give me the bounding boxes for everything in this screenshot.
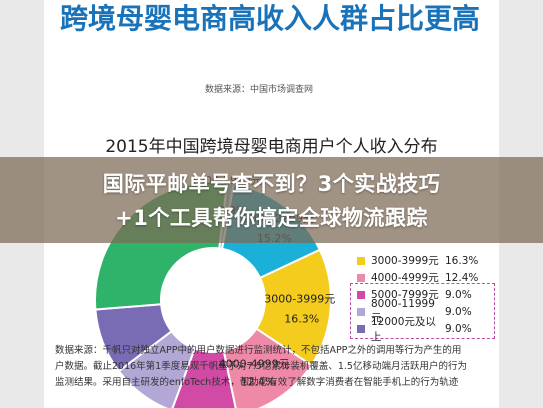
footnote-line: 户数据。截止2016年第1季度易观千帆基于对7.5亿累计装机覆盖、1.5亿移动端…	[55, 361, 467, 372]
slice-label: 12.4%	[241, 375, 276, 388]
headline: 跨境母婴电商高收入人群占比更高	[60, 2, 481, 35]
legend-value: 9.0%	[445, 288, 472, 301]
donut-slice	[254, 248, 332, 367]
footnote-line: 监测结果。采用自主研发的enfoTech技术，帮助您有效了解数字消费者在智能手机…	[55, 377, 459, 388]
chart-title: 2015年中国跨境母婴电商用户个人收入分布	[105, 137, 438, 157]
legend-label: 5000-7999元	[371, 289, 439, 301]
donut-slice	[222, 327, 313, 408]
donut-slice	[171, 347, 237, 408]
legend-value: 12.4%	[445, 271, 479, 284]
source-note: 数据来源：中国市场调查网	[205, 85, 314, 95]
legend-item: 8000-11999元 9.0%	[357, 298, 497, 324]
legend-value: 9.0%	[445, 322, 472, 335]
headline-overlay	[0, 157, 543, 243]
legend-label: 8000-11999元	[371, 298, 435, 324]
overlay-title-line-2: +1个工具帮你搞定全球物流跟踪	[115, 206, 428, 230]
legend-value: 16.3%	[445, 254, 479, 267]
overlay-title-line-1: 国际平邮单号查不到？3个实战技巧	[102, 172, 441, 196]
slice-label: 16.3%	[284, 313, 319, 326]
legend-highlight-box	[350, 283, 495, 339]
legend-swatch	[357, 256, 365, 265]
legend-value: 9.0%	[445, 305, 472, 318]
legend-swatch	[357, 324, 365, 333]
legend: 3000-3999元 16.3% 4000-4999元 12.4% 5000-7999元…	[357, 252, 497, 343]
legend-swatch	[357, 273, 365, 282]
legend-item: 4000-4999元 12.4%	[357, 269, 497, 286]
legend-swatch	[357, 290, 365, 299]
legend-label: 3000-3999元	[371, 255, 439, 267]
footnote: 数据来源：千帆只对独立APP中的用户数据进行监测统计，不包括APP之外的调用等行…	[55, 343, 495, 391]
slice-label: 3000-3999元	[264, 293, 335, 306]
legend-label: 4000-4999元	[371, 272, 439, 284]
legend-item: 3000-3999元 16.3%	[357, 252, 497, 269]
legend-item: 12000元及以上 9.0%	[357, 316, 497, 343]
legend-swatch	[357, 307, 365, 316]
legend-item: 5000-7999元 9.0%	[357, 286, 497, 303]
slice-label: 4000-4999元	[219, 357, 290, 370]
footnote-line: 数据来源：千帆只对独立APP中的用户数据进行监测统计，不包括APP之外的调用等行…	[55, 345, 462, 356]
legend-label: 12000元及以上	[371, 315, 436, 343]
